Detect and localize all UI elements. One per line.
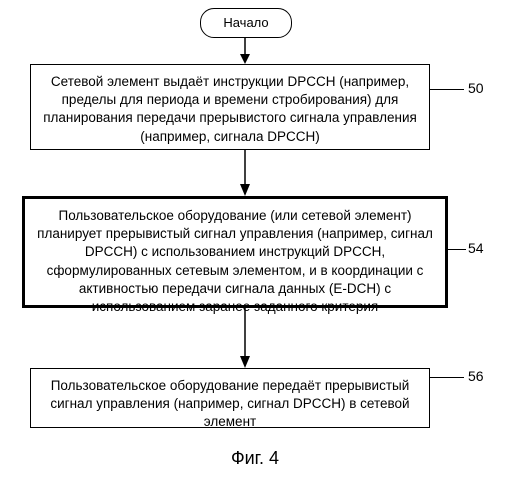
lead-50 — [430, 89, 464, 90]
lead-56 — [430, 377, 464, 378]
ref-56: 56 — [468, 368, 484, 384]
node-n1: Сетевой элемент выдаёт инструкции DPCCH … — [30, 64, 430, 150]
lead-54 — [448, 249, 466, 250]
edge-n1-n2 — [240, 150, 260, 196]
node-n1-text: Сетевой элемент выдаёт инструкции DPCCH … — [43, 74, 417, 144]
node-n3: Пользовательское оборудование передаёт п… — [30, 368, 430, 428]
node-n2: Пользовательское оборудование (или сетев… — [22, 196, 448, 308]
ref-54: 54 — [468, 240, 484, 256]
node-n2-text: Пользовательское оборудование (или сетев… — [37, 208, 433, 314]
node-n3-text: Пользовательское оборудование передаёт п… — [50, 378, 409, 429]
start-node: Начало — [200, 8, 292, 38]
edge-n2-n3 — [240, 308, 260, 368]
figure-caption: Фиг. 4 — [0, 448, 510, 469]
edge-start-n1 — [240, 38, 260, 64]
start-label: Начало — [223, 15, 268, 30]
ref-50: 50 — [468, 80, 484, 96]
flowchart-canvas: Начало Сетевой элемент выдаёт инструкции… — [0, 0, 510, 500]
